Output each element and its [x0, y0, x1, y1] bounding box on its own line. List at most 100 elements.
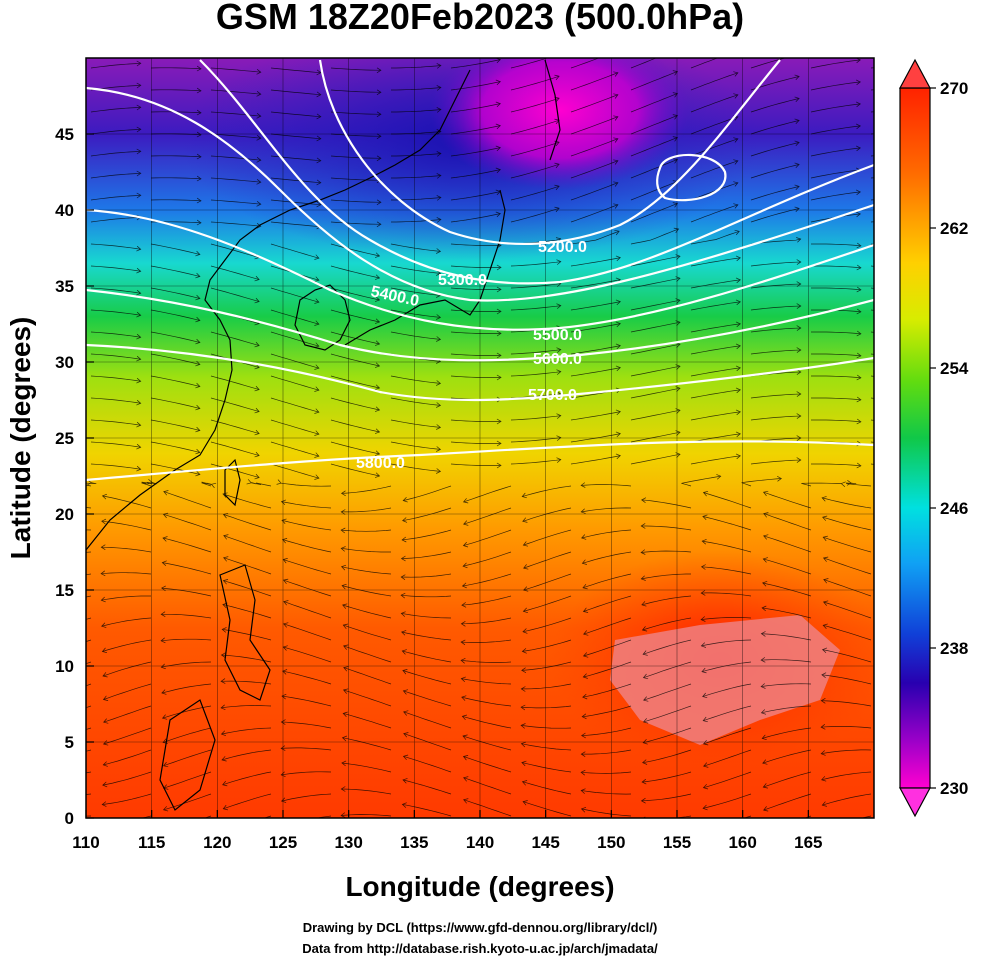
- streamline-arrow: [735, 299, 741, 306]
- streamline: [690, 182, 739, 201]
- streamline: [390, 441, 441, 450]
- streamline: [810, 81, 861, 91]
- streamline-arrow: [496, 264, 502, 271]
- streamline: [750, 164, 800, 179]
- streamline: [161, 683, 212, 694]
- lat-lon-grid: [86, 58, 874, 818]
- streamline: [390, 287, 441, 296]
- streamline: [750, 349, 801, 355]
- streamline-arrow: [436, 270, 442, 276]
- streamline: [581, 771, 632, 774]
- colorbar-body: [899, 87, 931, 789]
- credit-data: Data from http://database.rish.kyoto-u.a…: [302, 941, 658, 956]
- streamline-arrow: [582, 652, 589, 658]
- streamline: [463, 799, 512, 817]
- streamline-arrow: [794, 184, 800, 191]
- streamline: [161, 638, 212, 642]
- streamline-arrow: [41, 774, 45, 779]
- streamline: [821, 726, 872, 729]
- streamline-arrow: [374, 340, 381, 346]
- streamline: [281, 793, 332, 802]
- streamline-arrow: [400, 555, 406, 562]
- streamline-arrow: [314, 276, 320, 282]
- streamline: [163, 771, 212, 789]
- streamline-arrow: [160, 611, 166, 618]
- streamline-arrow: [401, 649, 407, 655]
- streamline-arrow: [556, 457, 562, 463]
- streamline-arrow: [580, 482, 586, 488]
- streamline-arrow: [733, 93, 739, 99]
- streamline: [90, 172, 141, 179]
- streamline-arrow: [136, 355, 142, 362]
- streamline-arrow: [672, 70, 679, 76]
- streamline-arrow: [556, 413, 562, 419]
- streamline-arrow: [316, 157, 322, 164]
- streamline-arrow: [583, 630, 589, 636]
- streamline: [223, 793, 272, 810]
- streamline: [390, 463, 441, 472]
- streamline: [582, 573, 632, 589]
- streamline-arrow: [702, 490, 709, 497]
- streamline: [150, 353, 200, 365]
- streamline-arrow: [196, 131, 202, 138]
- streamline-arrow: [160, 663, 166, 670]
- streamline: [523, 529, 572, 546]
- streamline-arrow: [615, 321, 621, 328]
- colorbar-tick-label: 270: [940, 79, 968, 98]
- streamline-arrow: [760, 631, 766, 637]
- streamline: [510, 185, 560, 201]
- y-tick-label: 0: [65, 809, 74, 828]
- streamline-arrow: [554, 74, 560, 81]
- streamline: [401, 594, 452, 598]
- streamline: [570, 58, 600, 69]
- streamline: [343, 713, 392, 729]
- streamline-arrow: [401, 802, 407, 808]
- streamline-arrow: [761, 734, 767, 741]
- streamline-arrow: [672, 202, 679, 208]
- streamline: [703, 727, 752, 745]
- streamline: [330, 397, 380, 411]
- streamline-arrow: [763, 534, 769, 540]
- streamline: [86, 639, 92, 642]
- streamline: [161, 587, 212, 597]
- streamline-arrow: [436, 85, 442, 91]
- streamline: [222, 771, 272, 786]
- streamline-arrow: [254, 363, 260, 370]
- streamline: [270, 287, 319, 303]
- streamline: [641, 793, 692, 802]
- streamline-arrow: [703, 762, 709, 768]
- streamline: [223, 514, 272, 531]
- streamline: [463, 485, 512, 503]
- streamline-arrow: [615, 453, 621, 460]
- streamline: [643, 727, 692, 744]
- coast-borneo: [159, 699, 216, 811]
- streamline: [570, 301, 621, 311]
- streamline-arrow: [702, 716, 708, 723]
- streamline: [390, 397, 441, 406]
- streamline-arrow: [763, 512, 769, 518]
- streamline: [703, 749, 752, 767]
- streamline-arrow: [642, 650, 648, 656]
- streamline: [570, 204, 619, 223]
- streamline-arrow: [280, 771, 286, 778]
- streamline-arrow: [822, 515, 828, 521]
- streamline-arrow: [522, 517, 528, 523]
- streamline: [402, 529, 452, 541]
- streamline: [823, 557, 872, 575]
- streamline: [163, 793, 212, 811]
- streamline: [281, 695, 332, 707]
- streamline: [690, 345, 741, 355]
- streamline: [90, 150, 141, 157]
- streamline: [641, 550, 692, 553]
- streamline-arrow: [700, 642, 707, 648]
- streamline: [510, 371, 561, 377]
- streamline-arrow: [222, 492, 228, 498]
- streamline: [210, 375, 260, 390]
- streamline-arrow: [101, 647, 108, 654]
- streamline-arrow: [436, 217, 442, 223]
- streamline: [750, 98, 800, 113]
- streamline: [641, 499, 692, 509]
- streamline: [450, 169, 501, 179]
- streamline-arrow: [796, 413, 802, 419]
